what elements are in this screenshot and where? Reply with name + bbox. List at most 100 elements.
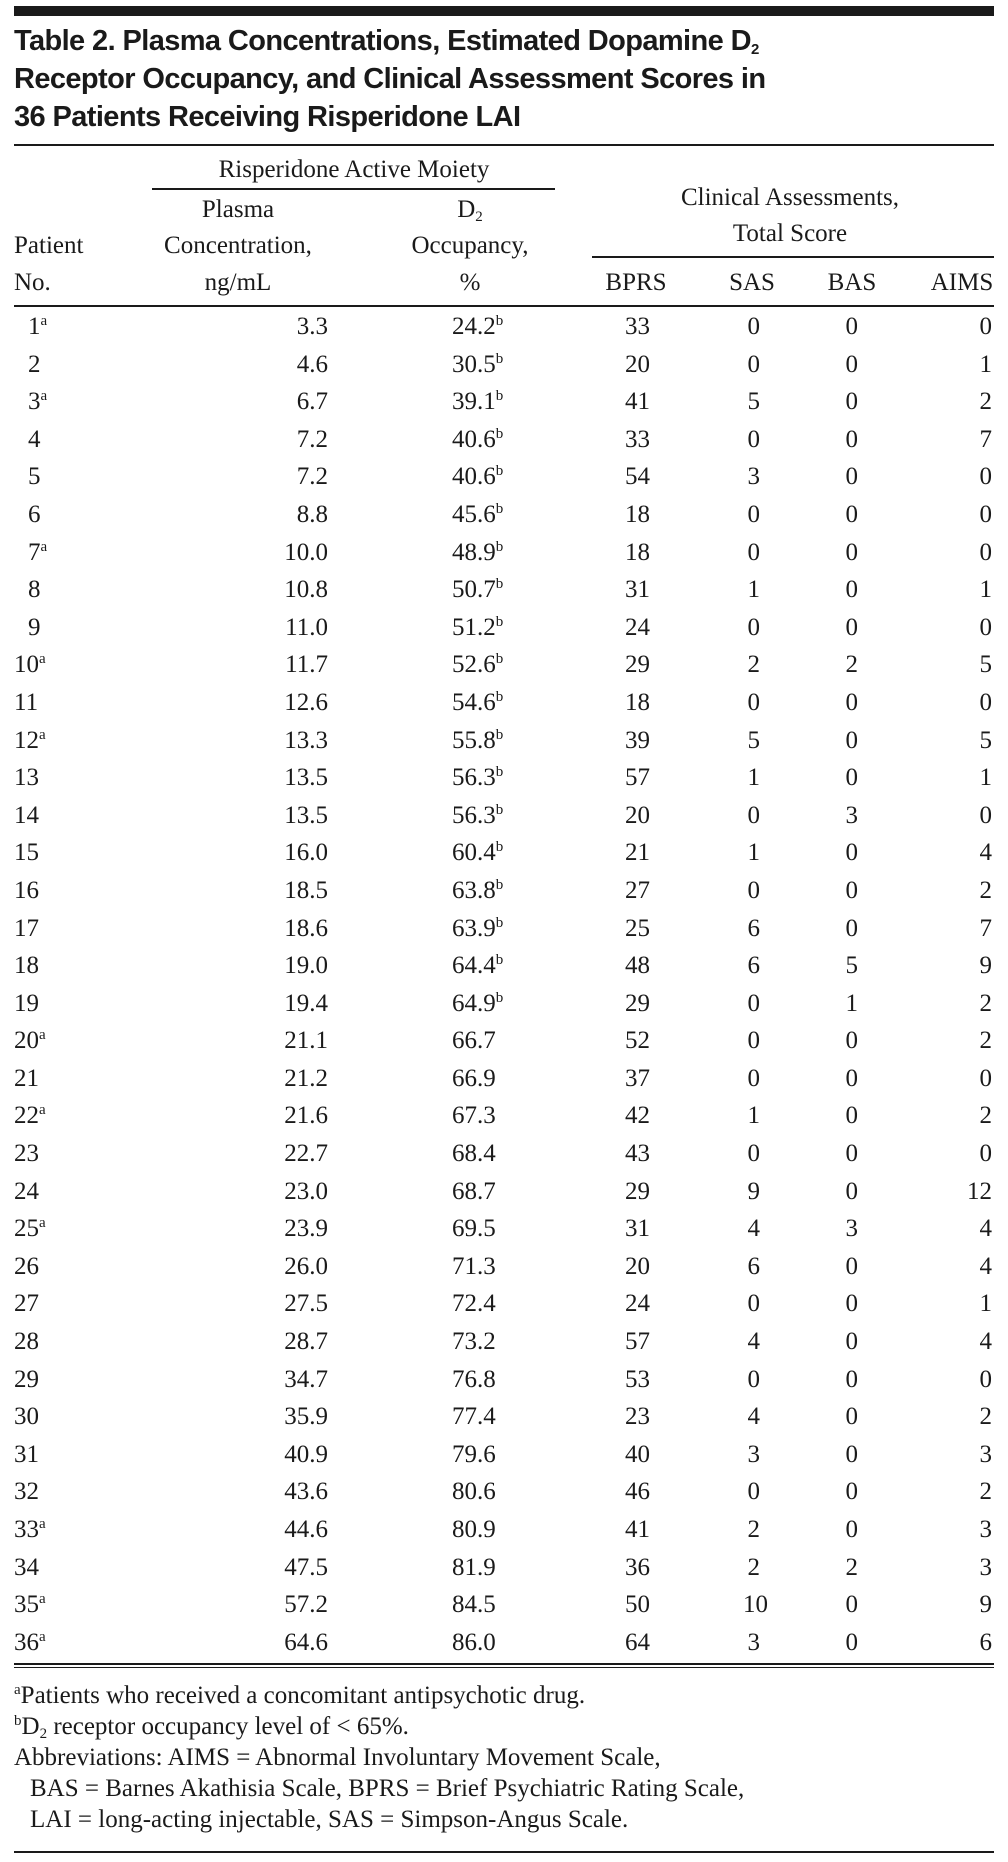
sas-cell-value: 3 [747, 1628, 761, 1656]
bas-cell: 0 [846, 571, 859, 609]
patient-no-cell: 18 [14, 947, 39, 985]
bprs-cell-value: 37 [625, 1064, 650, 1092]
aims-cell-value: 3 [979, 1440, 993, 1468]
bprs-cell-value: 24 [625, 1290, 650, 1318]
d2-occupancy-cell: 39.1b [452, 383, 503, 421]
bas-cell-value: 0 [845, 1027, 859, 1055]
footnote-mark-a: a [40, 313, 48, 329]
sas-cell: 6 [748, 910, 761, 948]
footnote-mark-b: b [495, 613, 504, 630]
footnote-mark-b: b [495, 313, 504, 329]
plasma-concentration-cell-value: 21.6 [284, 1102, 328, 1130]
footnote-mark-b: b [495, 350, 504, 367]
patient-no-cell-value: 28 [14, 1328, 39, 1356]
bprs-cell-value: 29 [625, 651, 650, 679]
patient-no-cell: 3a [28, 383, 47, 421]
footnotes: aPatients who received a concomitant ant… [14, 1680, 1004, 1835]
d2-occupancy-cell-value: 66.9 [452, 1064, 496, 1092]
bprs-cell-value: 33 [625, 313, 650, 340]
bprs-cell: 37 [625, 1060, 650, 1098]
d2-occupancy-cell: 84.5 [452, 1586, 496, 1624]
d2-occupancy-cell: 68.4 [452, 1135, 496, 1173]
patient-no-cell-value: 18 [14, 952, 39, 980]
aims-cell-value: 5 [979, 726, 993, 754]
patient-no-cell: 35a [14, 1586, 46, 1624]
d2-occupancy-cell-value: 55.8 [452, 726, 496, 754]
sas-cell-value: 3 [747, 463, 761, 491]
table-body: 1a 3.3 24.2b 33 0 0 0 2 4.6 30.5b 20 0 0 1 3a 6.7 39.1b 4… [0, 308, 1008, 1661]
bprs-cell: 21 [625, 834, 650, 872]
bprs-cell-value: 29 [625, 989, 650, 1017]
aims-cell: 3 [980, 1549, 993, 1587]
sas-cell: 6 [748, 947, 761, 985]
d2-occupancy-cell-value: 71.3 [452, 1252, 496, 1280]
bas-cell: 0 [846, 421, 859, 459]
bas-cell-value: 0 [845, 463, 859, 491]
bas-cell: 0 [846, 308, 859, 346]
patient-no-cell: 17 [14, 910, 39, 948]
sas-cell: 0 [748, 609, 761, 647]
bas-cell-value: 0 [845, 613, 859, 641]
footnote-mark-a: a [39, 651, 46, 668]
plasma-concentration-cell-value: 40.9 [284, 1440, 328, 1468]
patient-no-cell-value: 7 [28, 538, 41, 566]
aims-cell-value: 3 [979, 1553, 993, 1581]
d2-occupancy-cell: 56.3b [452, 797, 503, 835]
patient-no-cell-value: 30 [14, 1403, 39, 1431]
bas-cell-value: 0 [845, 500, 859, 528]
bas-cell-value: 1 [845, 989, 859, 1017]
aims-cell: 4 [980, 1323, 993, 1361]
plasma-concentration-cell: 13.3 [284, 722, 328, 760]
bas-cell-value: 0 [845, 1252, 859, 1280]
d2-occupancy-cell-value: 64.9 [452, 989, 496, 1017]
footnote-mark-a: a [39, 1027, 46, 1044]
sas-cell: 0 [748, 872, 761, 910]
bas-cell-value: 3 [845, 801, 859, 829]
sas-cell: 0 [748, 684, 761, 722]
aims-cell-value: 0 [979, 1064, 993, 1092]
footnote-mark-a: a [39, 1215, 46, 1232]
table-row: 14 13.5 56.3b 20 0 3 0 [0, 797, 1008, 835]
d2-occupancy-cell: 50.7b [452, 571, 503, 609]
bprs-cell: 29 [625, 985, 650, 1023]
patient-no-cell: 7a [28, 534, 47, 572]
table-row: 9 11.0 51.2b 24 0 0 0 [0, 609, 1008, 647]
table-row: 23 22.7 68.4 43 0 0 0 [0, 1135, 1008, 1173]
table-row: 17 18.6 63.9b 25 6 0 7 [0, 910, 1008, 948]
bprs-cell: 33 [625, 308, 650, 346]
bprs-cell: 42 [625, 1097, 650, 1135]
aims-cell: 5 [980, 722, 993, 760]
bas-cell: 5 [846, 947, 859, 985]
bprs-cell-value: 46 [625, 1478, 650, 1506]
bas-cell: 0 [846, 383, 859, 421]
patient-no-cell-value: 36 [14, 1628, 39, 1656]
bprs-cell-value: 31 [625, 576, 650, 604]
footnote-mark-b: b [495, 801, 504, 818]
plasma-concentration-cell: 27.5 [284, 1285, 328, 1323]
clinical-group-rule [592, 256, 994, 258]
patient-no-cell-value: 22 [14, 1102, 39, 1130]
aims-cell: 4 [980, 1248, 993, 1286]
table-row: 20a 21.1 66.7 52 0 0 2 [0, 1022, 1008, 1060]
bas-cell-value: 2 [845, 1553, 859, 1581]
plasma-concentration-cell: 11.7 [285, 646, 328, 684]
bprs-cell-value: 52 [625, 1027, 650, 1055]
patient-no-cell: 4 [28, 421, 41, 459]
d2-occupancy-cell: 64.9b [452, 985, 503, 1023]
table-row: 3a 6.7 39.1b 41 5 0 2 [0, 383, 1008, 421]
d2-occupancy-cell-value: 39.1 [452, 388, 496, 416]
plasma-concentration-cell-value: 64.6 [284, 1628, 328, 1656]
d2-occupancy-cell-value: 63.9 [452, 914, 496, 942]
bprs-cell: 50 [625, 1586, 650, 1624]
aims-cell-value: 7 [979, 914, 993, 942]
sas-cell-value: 2 [747, 1516, 761, 1543]
table-row: 6 8.8 45.6b 18 0 0 0 [0, 496, 1008, 534]
d2-occupancy-cell: 45.6b [452, 496, 503, 534]
header-sas: SAS [729, 269, 775, 296]
plasma-concentration-cell-value: 11.7 [285, 651, 328, 679]
aims-cell: 0 [980, 797, 993, 835]
bprs-cell: 43 [625, 1135, 650, 1173]
d2-occupancy-cell-value: 69.5 [452, 1215, 496, 1243]
plasma-concentration-cell-value: 4.6 [296, 350, 328, 378]
aims-cell: 0 [980, 496, 993, 534]
